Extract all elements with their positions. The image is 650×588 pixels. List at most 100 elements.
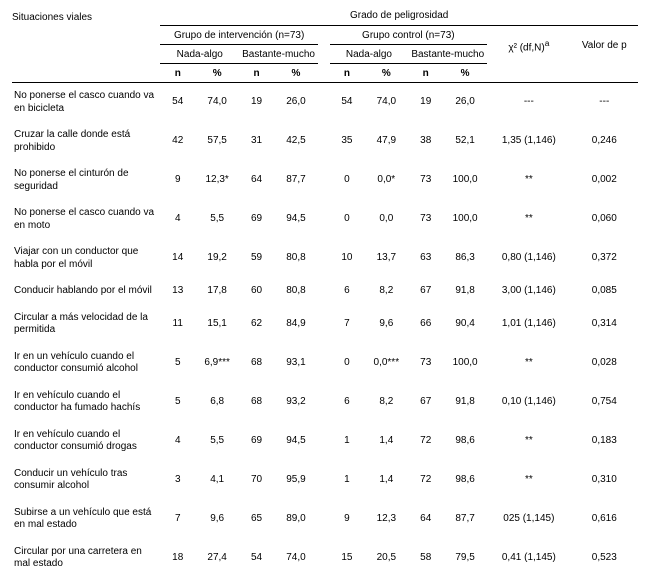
cell-value: 7 [160, 500, 195, 539]
cell-value: 6,9*** [195, 344, 239, 383]
cell-value: 19,2 [195, 239, 239, 278]
cell-value: 5,5 [195, 422, 239, 461]
cell-value: 59 [239, 239, 274, 278]
cell-value: 42,5 [274, 122, 318, 161]
cell-value: 3 [160, 461, 195, 500]
cell-pvalor: 0,060 [571, 200, 638, 239]
cell-value: 13 [160, 278, 195, 305]
cell-value: 84,9 [274, 305, 318, 344]
cell-value: 54 [330, 83, 365, 123]
cell-value: 67 [408, 278, 443, 305]
cell-situacion: No ponerse el casco cuando va en moto [12, 200, 160, 239]
table-row: Viajar con un conductor que habla por el… [12, 239, 638, 278]
cell-value: 35 [330, 122, 365, 161]
col-pct: % [443, 64, 487, 83]
cell-value: 12,3 [364, 500, 408, 539]
cell-value: 54 [160, 83, 195, 123]
col-chi2: χ² (df,N)a [487, 26, 570, 64]
cell-value: 19 [408, 83, 443, 123]
cell-value: 64 [239, 161, 274, 200]
cell-value: 67 [408, 383, 443, 422]
cell-value: 73 [408, 161, 443, 200]
cell-value: 86,3 [443, 239, 487, 278]
col-n: n [408, 64, 443, 83]
cell-value: 98,6 [443, 422, 487, 461]
cell-value: 15,1 [195, 305, 239, 344]
col-grupo-intervencion: Grupo de intervención (n=73) [160, 26, 318, 45]
cell-chi2: 0,80 (1,146) [487, 239, 570, 278]
cell-pvalor: 0,246 [571, 122, 638, 161]
cell-value: 95,9 [274, 461, 318, 500]
cell-value: 98,6 [443, 461, 487, 500]
table-row: Conducir un vehículo tras consumir alcoh… [12, 461, 638, 500]
col-pct: % [195, 64, 239, 83]
cell-value: 1 [330, 461, 365, 500]
cell-value: 7 [330, 305, 365, 344]
cell-value: 91,8 [443, 383, 487, 422]
cell-value: 0,0 [364, 200, 408, 239]
cell-value: 13,7 [364, 239, 408, 278]
cell-pvalor: 0,372 [571, 239, 638, 278]
table-row: Conducir hablando por el móvil1317,86080… [12, 278, 638, 305]
cell-value: 68 [239, 344, 274, 383]
cell-value: 9 [160, 161, 195, 200]
cell-value: 72 [408, 422, 443, 461]
cell-value: 63 [408, 239, 443, 278]
cell-pvalor: 0,523 [571, 539, 638, 578]
cell-chi2: 0,10 (1,146) [487, 383, 570, 422]
col-grado: Grado de peligrosidad [160, 10, 638, 26]
table-row: No ponerse el casco cuando va en bicicle… [12, 83, 638, 123]
cell-value: 52,1 [443, 122, 487, 161]
cell-value: 54 [239, 539, 274, 578]
cell-value: 31 [239, 122, 274, 161]
cell-value: 4 [160, 422, 195, 461]
cell-value: 1,4 [364, 461, 408, 500]
col-grupo-control: Grupo control (n=73) [330, 26, 488, 45]
cell-value: 8,2 [364, 383, 408, 422]
cell-value: 6,8 [195, 383, 239, 422]
cell-value: 0,0*** [364, 344, 408, 383]
cell-chi2: 1,35 (1,146) [487, 122, 570, 161]
cell-value: 11 [160, 305, 195, 344]
cell-value: 0,0* [364, 161, 408, 200]
cell-value: 26,0 [443, 83, 487, 123]
cell-value: 73 [408, 344, 443, 383]
cell-value: 90,4 [443, 305, 487, 344]
col-n: n [330, 64, 365, 83]
cell-value: 9,6 [364, 305, 408, 344]
cell-value: 58 [408, 539, 443, 578]
cell-pvalor: --- [571, 83, 638, 123]
cell-value: 74,0 [274, 539, 318, 578]
col-n: n [160, 64, 195, 83]
cell-value: 26,0 [274, 83, 318, 123]
table-row: Ir en un vehículo cuando el conductor co… [12, 344, 638, 383]
cell-value: 9 [330, 500, 365, 539]
cell-value: 0 [330, 161, 365, 200]
cell-pvalor: 0,085 [571, 278, 638, 305]
cell-value: 38 [408, 122, 443, 161]
col-pct: % [364, 64, 408, 83]
cell-value: 5 [160, 344, 195, 383]
cell-value: 42 [160, 122, 195, 161]
cell-value: 62 [239, 305, 274, 344]
cell-value: 1 [330, 422, 365, 461]
cell-chi2: 0,41 (1,145) [487, 539, 570, 578]
cell-situacion: Circular por una carretera en mal estado [12, 539, 160, 578]
cell-chi2: 3,00 (1,146) [487, 278, 570, 305]
cell-situacion: Ir en vehículo cuando el conductor ha fu… [12, 383, 160, 422]
cell-value: 65 [239, 500, 274, 539]
table-row: Subirse a un vehículo que está en mal es… [12, 500, 638, 539]
cell-value: 64 [408, 500, 443, 539]
col-n: n [239, 64, 274, 83]
cell-value: 94,5 [274, 422, 318, 461]
cell-value: 4,1 [195, 461, 239, 500]
cell-value: 100,0 [443, 344, 487, 383]
cell-value: 87,7 [274, 161, 318, 200]
cell-chi2: ** [487, 161, 570, 200]
cell-value: 93,1 [274, 344, 318, 383]
cell-situacion: Conducir hablando por el móvil [12, 278, 160, 305]
table-row: No ponerse el cinturón de seguridad912,3… [12, 161, 638, 200]
cell-pvalor: 0,002 [571, 161, 638, 200]
cell-pvalor: 0,314 [571, 305, 638, 344]
cell-value: 1,4 [364, 422, 408, 461]
